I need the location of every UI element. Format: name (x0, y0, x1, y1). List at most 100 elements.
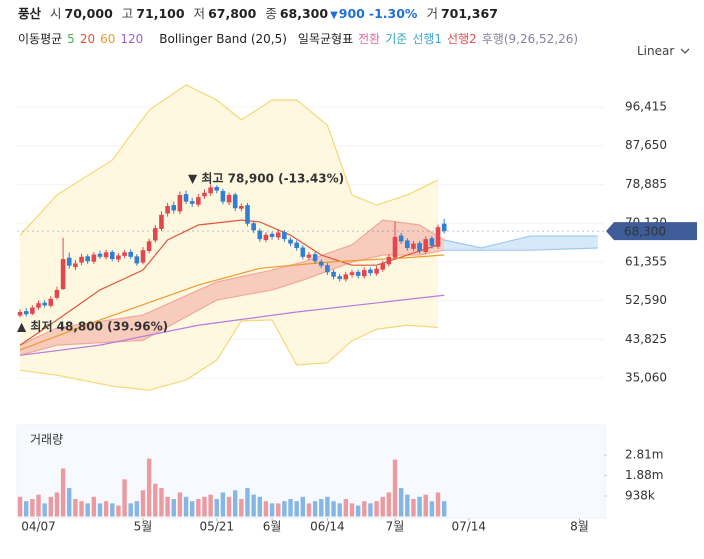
candle-body (405, 240, 410, 248)
candle-body (42, 302, 47, 306)
candle-body (79, 256, 84, 263)
candle-body (275, 232, 281, 238)
indicator-line (19, 219, 439, 346)
field-value: 71,100 (136, 6, 185, 21)
volume-bar (294, 501, 299, 517)
volume-bar (67, 488, 72, 517)
field-label: 고 (121, 6, 134, 21)
volume-bar (343, 499, 349, 517)
candle-body (146, 241, 152, 252)
candle-body (312, 254, 318, 262)
volume-bar (85, 503, 90, 517)
volume-bar (202, 496, 207, 517)
volume-bar (134, 501, 140, 517)
band-upper (444, 235, 598, 249)
band-lower (19, 319, 439, 391)
volume-bar (251, 494, 256, 517)
x-tick-label: 7월 (386, 520, 405, 534)
volume-bar (110, 503, 115, 517)
legend-title[interactable]: 일목균형표 (297, 32, 354, 46)
field-value: 67,800 (208, 6, 257, 21)
volume-bar (42, 503, 47, 517)
candle-body (226, 194, 232, 203)
stock-name: 풍산 (18, 6, 42, 21)
y-tick-label: 61,355 (625, 254, 667, 268)
legend-title[interactable]: Bollinger Band (20,5) (159, 32, 287, 46)
volume-bar (325, 496, 330, 517)
candle-body (361, 270, 367, 277)
candle-body (122, 252, 127, 256)
volume-bar (128, 503, 133, 517)
candle-body (48, 298, 54, 306)
volume-bar (214, 499, 219, 517)
volume-title: 거래량 (30, 433, 63, 447)
volume-bar (177, 492, 183, 517)
x-tick-label: 04/07 (21, 520, 56, 534)
legend-item[interactable]: 20 (79, 32, 96, 46)
candle-body (140, 250, 146, 263)
candle-body (189, 201, 195, 204)
band-fill (20, 84, 439, 391)
legend-title[interactable]: 이동평균 (18, 32, 63, 46)
candle-body (417, 243, 422, 252)
candle-body (134, 256, 140, 264)
volume-bar (392, 459, 398, 517)
candle-body (337, 276, 342, 279)
candle-body (103, 252, 109, 258)
volume-bar (300, 496, 306, 517)
volume-bar (398, 488, 404, 517)
candle-body (429, 238, 435, 246)
legend-item[interactable]: 선행1 (412, 32, 443, 46)
candle-body (165, 206, 170, 214)
scale-mode-label: Linear (637, 44, 675, 58)
legend-item[interactable]: 전환 (358, 32, 381, 46)
volume-bar (79, 501, 84, 517)
candle-body (263, 234, 269, 241)
candle-body (398, 235, 404, 242)
volume-bar (362, 501, 367, 517)
scale-mode[interactable]: Linear (637, 44, 690, 58)
candle-body (239, 206, 244, 209)
candle-body (325, 265, 330, 273)
candle-body (386, 256, 392, 265)
candle-body (423, 239, 429, 252)
change-amount: 900 (338, 6, 365, 21)
legend-item[interactable]: 60 (100, 32, 116, 46)
candle-body (257, 230, 263, 240)
volume-bar (312, 501, 318, 517)
candle-body (294, 242, 299, 248)
candle-body (411, 243, 416, 249)
last-price-label: 68,300 (624, 225, 666, 239)
candle-body (91, 254, 97, 262)
candle-body (306, 254, 312, 258)
indicator-legend: 이동평균 5 20 60 120 Bollinger Band (20,5) 일목균형… (18, 30, 588, 47)
volume-bar (257, 496, 262, 517)
field-label: 저 (193, 6, 206, 21)
volume-tick-label: 938k (625, 489, 655, 503)
x-tick-label: 05/21 (199, 520, 234, 534)
volume-bar (423, 494, 428, 517)
legend-item[interactable]: 후행(9,26,52,26) (481, 32, 579, 46)
volume-bar (140, 490, 146, 517)
legend-item[interactable]: 120 (120, 32, 144, 46)
legend-item[interactable]: 5 (67, 32, 75, 46)
band-upper (19, 84, 439, 236)
volume-bar (239, 499, 244, 517)
candle-body (97, 253, 103, 257)
legend-item[interactable]: 기준 (385, 32, 408, 46)
volume-bar (146, 458, 152, 517)
candle-body (54, 289, 60, 298)
candle-body (349, 272, 355, 275)
volume-bar (386, 492, 392, 517)
candle-body (318, 261, 324, 266)
legend-item[interactable]: 선행2 (447, 32, 477, 46)
x-tick-label: 8월 (570, 520, 589, 534)
candle-body (128, 251, 134, 257)
field-label: 종 (265, 6, 277, 21)
volume-bar (355, 505, 361, 517)
candle-body (171, 205, 177, 211)
volume-bar (288, 499, 293, 517)
x-tick-label: 5월 (134, 520, 153, 534)
volume-bar (368, 503, 373, 517)
chevron (680, 48, 690, 54)
